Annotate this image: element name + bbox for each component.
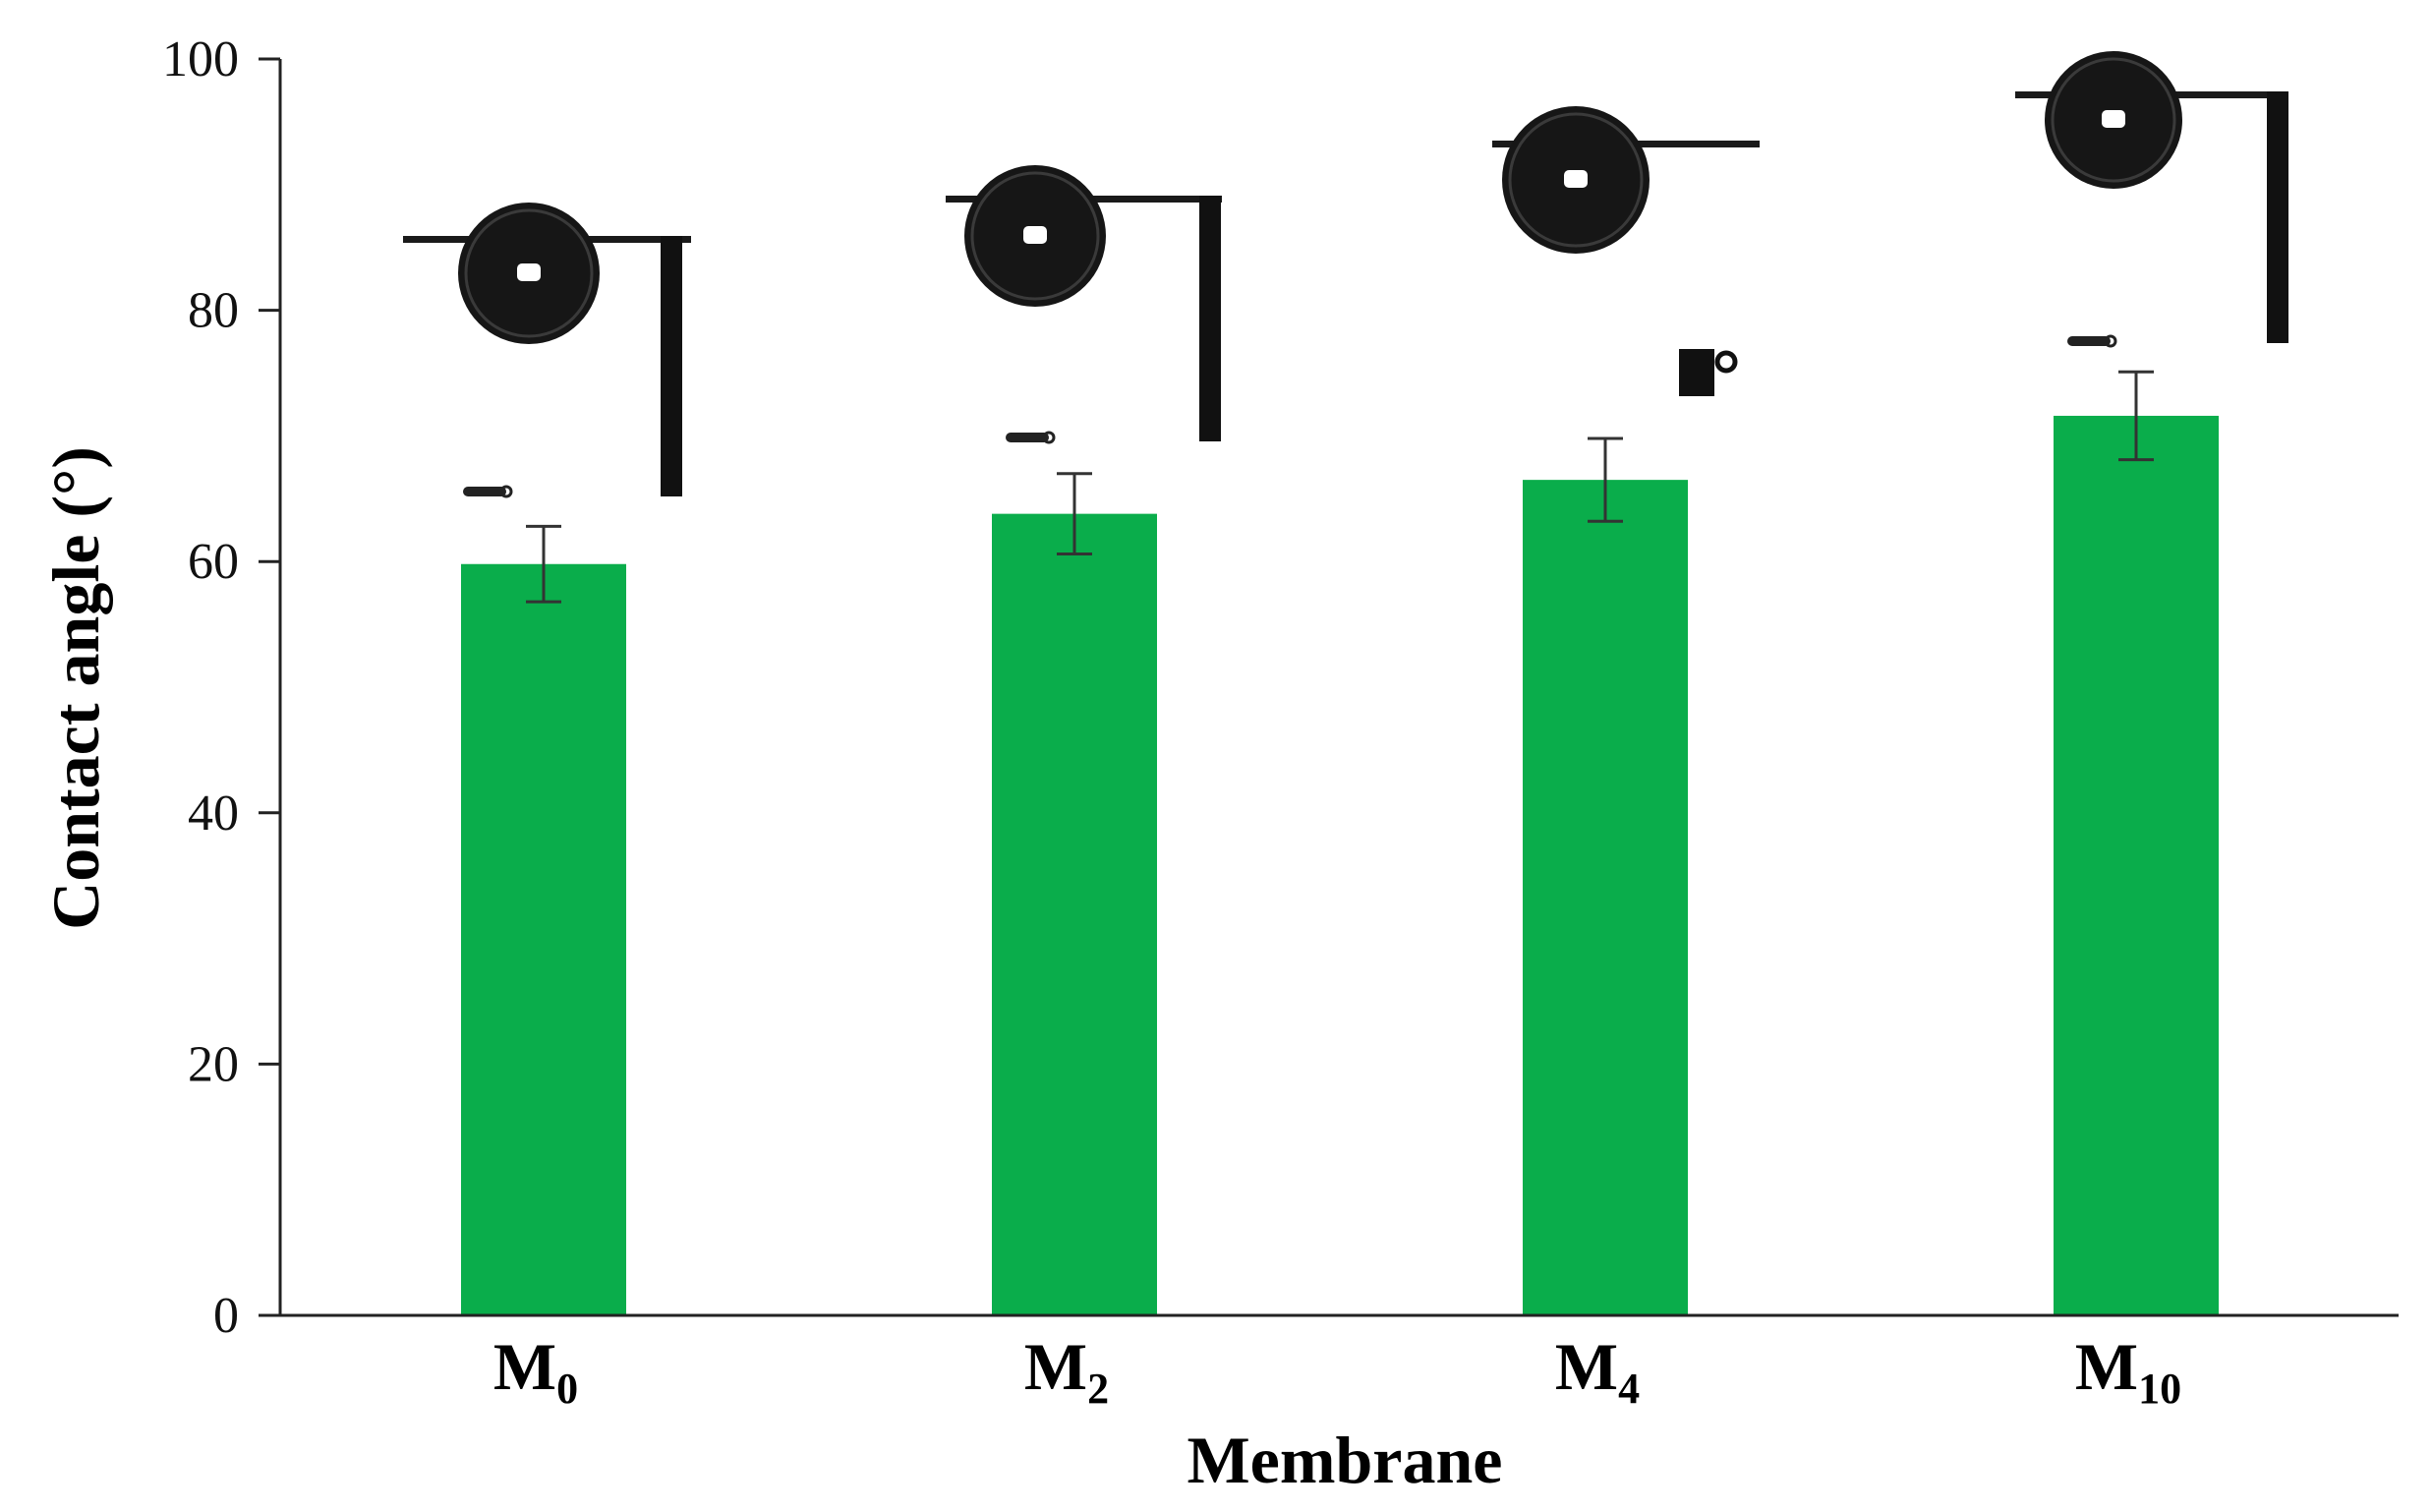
y-tick-label: 60 <box>188 534 239 590</box>
x-tick-label: M0 <box>493 1329 578 1413</box>
error-bar <box>1588 436 1623 523</box>
bar-m4 <box>1523 480 1688 1315</box>
y-tick-label: 80 <box>188 283 239 339</box>
error-bars-group <box>526 370 2154 604</box>
error-bar <box>526 524 561 604</box>
error-bar <box>1057 472 1092 556</box>
y-axis-title: Contact angle (°) <box>38 446 113 930</box>
bar-m2 <box>992 513 1157 1315</box>
bars-group <box>461 415 2219 1315</box>
droplet-image-2 <box>1492 106 1760 396</box>
x-axis-title: Membrane <box>1187 1423 1502 1497</box>
y-tick-label: 40 <box>188 785 239 842</box>
bar-m10 <box>2054 415 2219 1315</box>
y-tick-label: 20 <box>188 1036 239 1092</box>
x-tick-label: M2 <box>1024 1329 1109 1413</box>
droplet-image-3 <box>2015 51 2288 348</box>
y-tick-label: 100 <box>162 31 239 87</box>
y-tick-label: 0 <box>213 1288 239 1344</box>
x-tick-label: M4 <box>1555 1329 1640 1413</box>
x-tick-label: M10 <box>2075 1329 2181 1413</box>
droplet-images <box>403 51 2288 498</box>
y-ticks-group: 0 20 40 60 80 100 <box>162 31 280 1344</box>
axes-group <box>278 59 2399 1317</box>
error-bar <box>2118 370 2154 462</box>
x-category-labels: M0 M2 M4 M10 <box>493 1329 2181 1413</box>
droplet-image-0 <box>403 203 691 498</box>
bar-m0 <box>461 563 626 1315</box>
droplet-image-1 <box>946 165 1222 444</box>
